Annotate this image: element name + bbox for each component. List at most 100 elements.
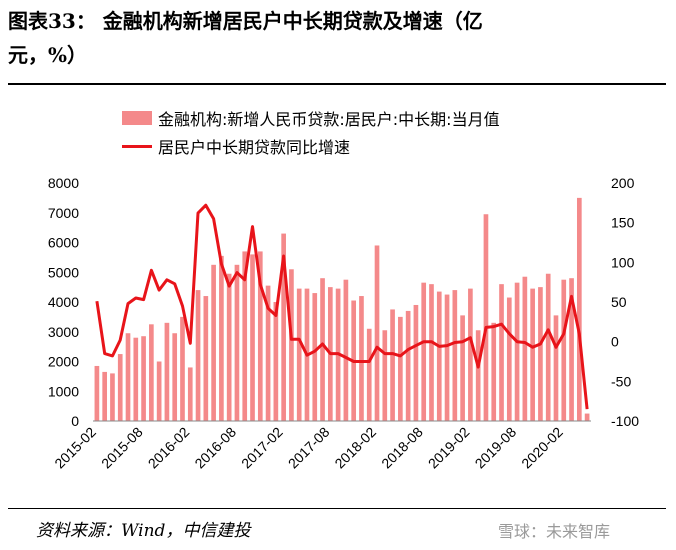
bar bbox=[538, 287, 543, 421]
y-left-tick-label: 1000 bbox=[48, 383, 79, 399]
bar bbox=[102, 371, 108, 421]
bar bbox=[180, 316, 185, 421]
bar bbox=[491, 322, 497, 421]
bar bbox=[195, 290, 201, 421]
y-left-tick-label: 7000 bbox=[48, 205, 79, 221]
bar bbox=[320, 278, 325, 421]
bar bbox=[398, 316, 403, 421]
bar bbox=[156, 361, 162, 421]
y-right-tick-label: 100 bbox=[611, 254, 635, 270]
bar bbox=[444, 294, 450, 421]
bar bbox=[219, 255, 224, 421]
y-left-tick-label: 2000 bbox=[48, 354, 79, 370]
legend-bar-label: 金融机构:新增人民币贷款:居民户:中长期:当月值 bbox=[158, 110, 500, 129]
bar bbox=[257, 251, 263, 421]
source-note: 资料来源：Wind，中信建投 bbox=[36, 521, 251, 541]
bar bbox=[468, 288, 473, 421]
y-right-tick-label: -50 bbox=[611, 373, 631, 389]
bar bbox=[553, 315, 559, 421]
x-tick-label: 2019-08 bbox=[472, 424, 520, 472]
bar bbox=[561, 279, 567, 421]
bar bbox=[514, 282, 520, 421]
legend-item-line: 居民户中长期贷款同比增速 bbox=[122, 132, 500, 160]
bar bbox=[164, 322, 170, 421]
x-tick-label: 2017-02 bbox=[238, 424, 286, 472]
y-left-tick-label: 5000 bbox=[48, 264, 79, 280]
legend-line-label: 居民户中长期贷款同比增速 bbox=[158, 138, 351, 157]
bar bbox=[545, 273, 551, 421]
legend-bar-swatch bbox=[122, 111, 152, 125]
bar bbox=[374, 245, 380, 421]
bar bbox=[506, 297, 512, 421]
bar bbox=[242, 251, 248, 421]
y-left-tick-label: 6000 bbox=[48, 235, 79, 251]
bar bbox=[421, 282, 427, 421]
bar bbox=[460, 315, 465, 421]
y-right-tick-label: 150 bbox=[611, 215, 635, 231]
bar bbox=[359, 296, 364, 421]
bar bbox=[203, 296, 209, 421]
bar bbox=[234, 264, 240, 421]
y-left-tick-label: 0 bbox=[71, 413, 79, 429]
x-tick-label: 2018-08 bbox=[378, 424, 426, 472]
bar bbox=[576, 197, 582, 421]
y-right-tick-label: -100 bbox=[611, 413, 639, 429]
bar bbox=[382, 330, 388, 421]
bar bbox=[117, 354, 123, 421]
bar bbox=[141, 336, 146, 421]
bar bbox=[110, 373, 115, 421]
bar bbox=[584, 413, 590, 421]
y-left-tick-label: 4000 bbox=[48, 294, 79, 310]
bar bbox=[436, 291, 442, 421]
bar bbox=[452, 290, 458, 421]
x-tick-label: 2016-08 bbox=[191, 424, 239, 472]
y-left-tick-label: 3000 bbox=[48, 324, 79, 340]
bar bbox=[390, 309, 395, 421]
bar bbox=[405, 310, 411, 421]
legend-item-bar: 金融机构:新增人民币贷款:居民户:中长期:当月值 bbox=[122, 104, 500, 132]
source-divider bbox=[8, 508, 666, 509]
bar bbox=[413, 304, 419, 421]
chart-title-line1: 图表33： 金融机构新增居民户中长期贷款及增速（亿 bbox=[8, 9, 483, 33]
y-right-tick-label: 200 bbox=[611, 175, 635, 191]
x-tick-label: 2016-02 bbox=[145, 424, 193, 472]
bar bbox=[296, 288, 302, 421]
bar bbox=[172, 333, 178, 421]
bar bbox=[499, 284, 504, 421]
bar bbox=[343, 279, 349, 421]
bar bbox=[475, 330, 481, 421]
x-tick-label: 2019-02 bbox=[425, 424, 473, 472]
bar bbox=[265, 285, 271, 421]
bar bbox=[483, 214, 489, 421]
bar bbox=[569, 278, 574, 421]
bar bbox=[250, 254, 255, 421]
title-divider bbox=[8, 83, 666, 85]
watermark: 雪球：未来智库 bbox=[498, 522, 611, 541]
bar bbox=[530, 288, 535, 421]
bar bbox=[211, 264, 216, 421]
bar bbox=[366, 328, 372, 421]
chart-title-line2: 元，%） bbox=[8, 43, 88, 67]
y-right-tick-label: 0 bbox=[611, 334, 619, 350]
chart-title: 图表33： 金融机构新增居民户中长期贷款及增速（亿 元，%） bbox=[8, 4, 668, 72]
bar bbox=[133, 337, 139, 421]
y-right-tick-label: 50 bbox=[611, 294, 627, 310]
bar bbox=[312, 293, 318, 421]
chart-legend: 金融机构:新增人民币贷款:居民户:中长期:当月值 居民户中长期贷款同比增速 bbox=[122, 104, 500, 160]
bar bbox=[187, 367, 193, 421]
bar bbox=[281, 233, 286, 421]
bar bbox=[149, 324, 154, 421]
x-tick-label: 2018-02 bbox=[331, 424, 379, 472]
x-tick-label: 2020-02 bbox=[518, 424, 566, 472]
bar bbox=[226, 273, 232, 421]
bar bbox=[273, 302, 279, 421]
bar bbox=[429, 284, 434, 421]
bar bbox=[289, 269, 294, 421]
line-series-growth bbox=[95, 203, 589, 410]
bar bbox=[522, 276, 528, 421]
legend-line-swatch bbox=[122, 144, 152, 148]
bar bbox=[125, 333, 131, 421]
x-tick-label: 2015-02 bbox=[51, 424, 99, 472]
y-left-tick-label: 8000 bbox=[48, 175, 79, 191]
